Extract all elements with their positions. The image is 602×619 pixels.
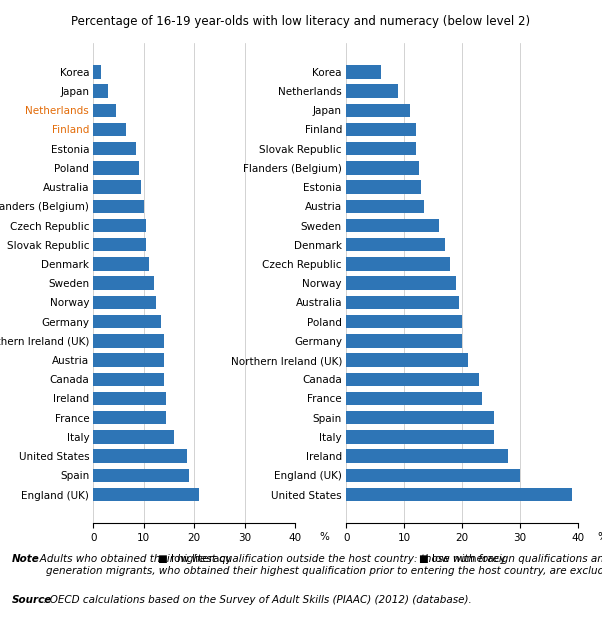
Bar — [346, 373, 479, 386]
Bar — [346, 315, 462, 328]
Bar — [93, 315, 161, 328]
Bar — [346, 296, 459, 309]
Bar — [346, 180, 421, 194]
Bar — [93, 488, 199, 501]
Bar — [93, 277, 154, 290]
Bar — [93, 430, 174, 444]
Bar — [93, 142, 136, 155]
Bar — [346, 219, 439, 232]
Bar — [93, 411, 166, 425]
Bar — [346, 488, 572, 501]
Text: %: % — [598, 532, 602, 542]
Bar — [346, 277, 456, 290]
Bar — [93, 199, 144, 213]
Bar — [93, 373, 164, 386]
Text: Source: Source — [12, 595, 52, 605]
Text: %: % — [319, 532, 329, 542]
Bar — [346, 84, 399, 98]
Bar — [93, 103, 116, 117]
Bar — [93, 449, 187, 463]
Bar — [346, 142, 415, 155]
Bar — [93, 123, 126, 136]
Bar — [93, 65, 101, 79]
Bar — [346, 103, 410, 117]
Bar — [93, 392, 166, 405]
Bar — [346, 334, 462, 347]
Bar — [346, 258, 450, 271]
Bar — [346, 469, 520, 482]
Bar — [93, 219, 146, 232]
Bar — [346, 411, 494, 425]
Text: : Adults who obtained their highest qualification outside the host country: thos: : Adults who obtained their highest qual… — [33, 554, 602, 576]
Bar — [346, 199, 424, 213]
Bar — [93, 469, 189, 482]
Text: ■ low literacy: ■ low literacy — [158, 554, 231, 565]
Text: : OECD calculations based on the Survey of Adult Skills (PIAAC) (2012) (database: : OECD calculations based on the Survey … — [43, 595, 472, 605]
Bar — [93, 353, 164, 367]
Bar — [93, 180, 141, 194]
Bar — [346, 430, 494, 444]
Bar — [346, 123, 415, 136]
Bar — [346, 65, 381, 79]
Bar — [346, 392, 482, 405]
Text: ■ low numeracy: ■ low numeracy — [419, 554, 505, 565]
Bar — [93, 238, 146, 251]
Bar — [346, 238, 445, 251]
Bar — [93, 334, 164, 347]
Bar — [346, 161, 418, 175]
Bar — [346, 353, 468, 367]
Text: Note: Note — [12, 554, 40, 564]
Bar — [346, 449, 508, 463]
Bar — [93, 258, 149, 271]
Bar — [93, 296, 157, 309]
Bar — [93, 161, 138, 175]
Text: Percentage of 16-19 year-olds with low literacy and numeracy (below level 2): Percentage of 16-19 year-olds with low l… — [72, 15, 530, 28]
Bar — [93, 84, 108, 98]
